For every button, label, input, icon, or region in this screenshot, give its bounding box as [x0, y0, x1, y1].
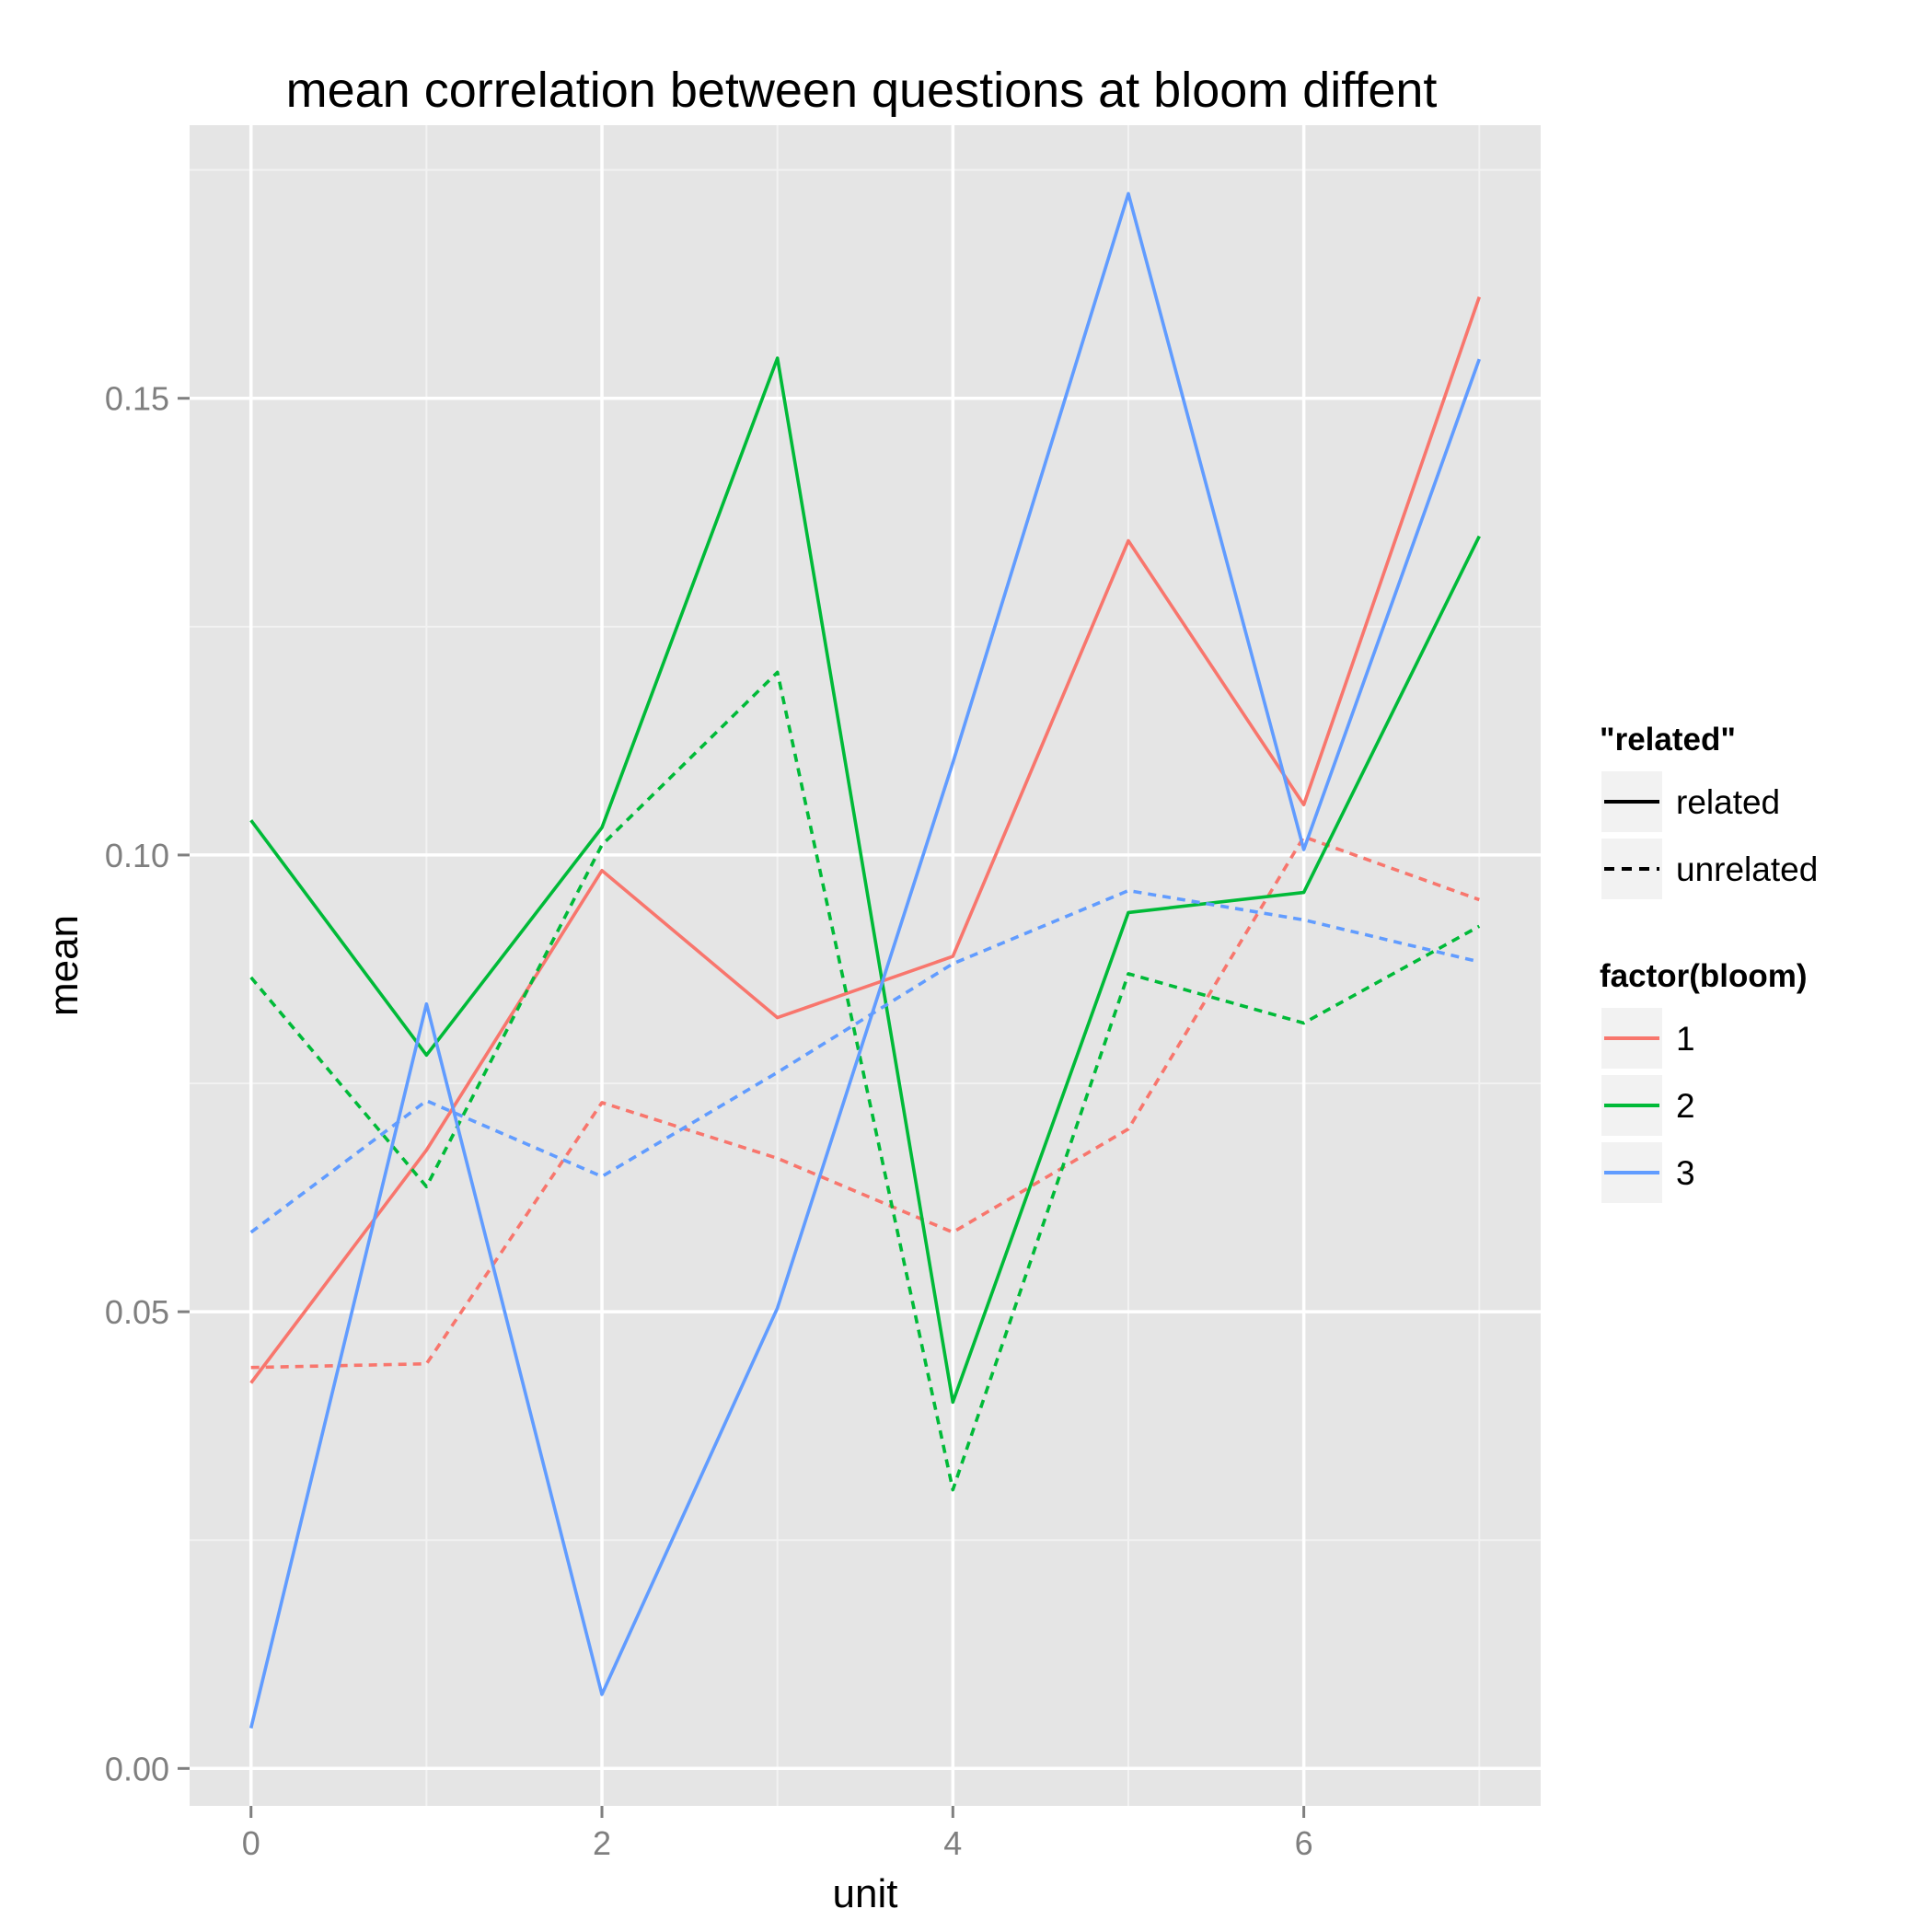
y-tick-label: 0.15 — [105, 380, 169, 418]
plot-panel — [190, 125, 1541, 1806]
legend-label-bloom-2: 2 — [1676, 1087, 1695, 1125]
x-tick-label: 2 — [593, 1824, 611, 1862]
x-tick-label: 0 — [242, 1824, 260, 1862]
legend-color: factor(bloom) 1 2 3 — [1600, 958, 1808, 1203]
legend-label-unrelated: unrelated — [1676, 850, 1818, 888]
y-tick-label: 0.00 — [105, 1750, 169, 1787]
legend-label-related: related — [1676, 783, 1780, 821]
legend-label-bloom-3: 3 — [1676, 1154, 1695, 1192]
y-tick-label: 0.10 — [105, 837, 169, 874]
chart-title: mean correlation between questions at bl… — [286, 63, 1438, 118]
x-axis-title: unit — [833, 1871, 898, 1916]
series-line-bloom-2-unrelated — [249, 670, 1481, 1492]
x-tick-label: 4 — [943, 1824, 962, 1862]
series-line-bloom-3-unrelated — [249, 888, 1480, 1234]
series-line-bloom-1-unrelated — [250, 835, 1480, 1370]
x-tick-label: 6 — [1295, 1824, 1313, 1862]
series-line-bloom-3-related — [248, 191, 1481, 1730]
y-tick-label: 0.05 — [105, 1293, 169, 1331]
legend-linetype: "related" related unrelated — [1600, 722, 1818, 899]
y-axis-title: mean — [41, 915, 87, 1016]
y-axis: 0.00 0.05 0.10 0.15 — [105, 380, 190, 1787]
legend-label-bloom-1: 1 — [1676, 1020, 1695, 1058]
x-axis: 0 2 4 6 — [242, 1806, 1313, 1862]
series-lines — [248, 191, 1482, 1730]
minor-gridlines — [190, 125, 1541, 1806]
legend-color-title: factor(bloom) — [1600, 958, 1808, 994]
major-gridlines — [190, 125, 1541, 1806]
legend-linetype-title: "related" — [1600, 722, 1736, 758]
series-line-bloom-1-related — [249, 296, 1482, 1384]
series-line-bloom-2-related — [249, 356, 1481, 1405]
